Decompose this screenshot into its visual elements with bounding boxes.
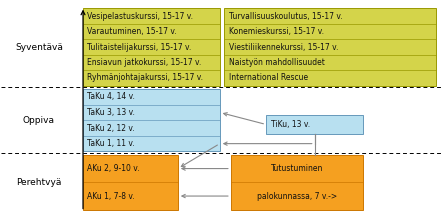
Text: AKu 1, 7-8 v.: AKu 1, 7-8 v. — [87, 192, 135, 201]
Text: Varautuminen, 15-17 v.: Varautuminen, 15-17 v. — [87, 27, 177, 36]
Text: Konemieskurssi, 15-17 v.: Konemieskurssi, 15-17 v. — [229, 27, 324, 36]
Text: Tulitaistelijakurssi, 15-17 v.: Tulitaistelijakurssi, 15-17 v. — [87, 43, 192, 52]
Text: Perehtvyä: Perehtvyä — [16, 178, 62, 187]
Text: International Rescue: International Rescue — [229, 73, 308, 82]
Text: Viestiliikennekurssi, 15-17 v.: Viestiliikennekurssi, 15-17 v. — [229, 43, 338, 52]
Text: TaKu 3, 13 v.: TaKu 3, 13 v. — [87, 108, 135, 117]
Text: AKu 2, 9-10 v.: AKu 2, 9-10 v. — [87, 164, 140, 173]
FancyBboxPatch shape — [266, 115, 363, 134]
FancyBboxPatch shape — [83, 89, 220, 151]
FancyBboxPatch shape — [231, 155, 363, 210]
Text: Tutustuminen: Tutustuminen — [271, 164, 323, 173]
FancyBboxPatch shape — [83, 155, 178, 210]
Text: Syventävä: Syventävä — [15, 43, 63, 52]
Text: Oppiva: Oppiva — [23, 116, 55, 125]
Text: Naistyön mahdollisuudet: Naistyön mahdollisuudet — [229, 58, 325, 67]
Text: TaKu 2, 12 v.: TaKu 2, 12 v. — [87, 124, 135, 132]
Text: Turvallisuuskoulutus, 15-17 v.: Turvallisuuskoulutus, 15-17 v. — [229, 12, 342, 21]
Text: TaKu 1, 11 v.: TaKu 1, 11 v. — [87, 139, 135, 148]
Text: Ensiavun jatkokurssi, 15-17 v.: Ensiavun jatkokurssi, 15-17 v. — [87, 58, 202, 67]
Text: TaKu 4, 14 v.: TaKu 4, 14 v. — [87, 92, 135, 101]
Text: Vesipelastuskurssi, 15-17 v.: Vesipelastuskurssi, 15-17 v. — [87, 12, 194, 21]
FancyBboxPatch shape — [83, 8, 220, 86]
Text: Ryhmänjohtajakurssi, 15-17 v.: Ryhmänjohtajakurssi, 15-17 v. — [87, 73, 203, 82]
Text: TiKu, 13 v.: TiKu, 13 v. — [270, 120, 309, 129]
FancyBboxPatch shape — [224, 8, 436, 86]
Text: palokunnassa, 7 v.->: palokunnassa, 7 v.-> — [257, 192, 337, 201]
